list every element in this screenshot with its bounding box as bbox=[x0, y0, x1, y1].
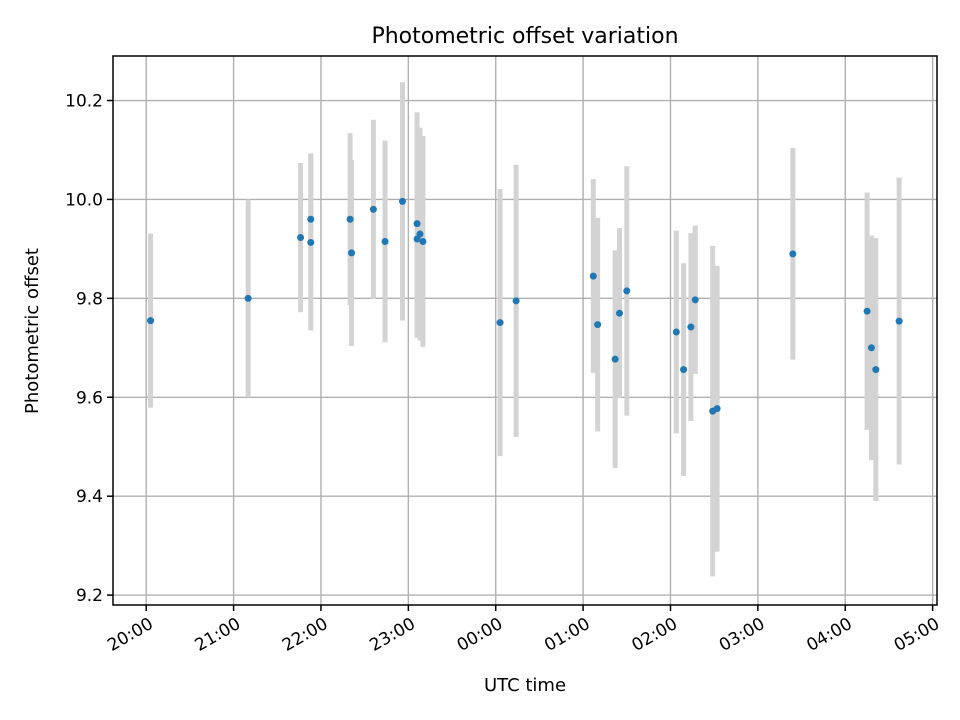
data-point bbox=[594, 321, 602, 329]
data-point bbox=[713, 405, 721, 413]
y-tick-label: 9.8 bbox=[76, 289, 103, 309]
x-tick-label: 23:00 bbox=[366, 614, 418, 656]
x-axis-label: UTC time bbox=[484, 675, 566, 696]
data-point bbox=[872, 366, 880, 374]
data-point bbox=[672, 328, 680, 336]
data-point bbox=[680, 366, 688, 374]
data-point bbox=[297, 234, 305, 242]
data-points bbox=[147, 197, 903, 415]
y-tick-label: 10.0 bbox=[65, 190, 103, 210]
x-tick-label: 03:00 bbox=[716, 614, 768, 656]
y-axis-label: Photometric offset bbox=[22, 248, 43, 414]
data-point bbox=[867, 344, 875, 352]
data-point bbox=[863, 307, 871, 315]
data-point bbox=[687, 323, 695, 331]
data-point bbox=[616, 309, 624, 317]
data-point bbox=[895, 317, 903, 325]
data-point bbox=[381, 237, 389, 245]
x-tick-label: 22:00 bbox=[279, 614, 331, 656]
data-point bbox=[348, 249, 356, 257]
x-tick-label: 02:00 bbox=[629, 614, 681, 656]
chart-title: Photometric offset variation bbox=[371, 24, 678, 49]
x-tick-label: 00:00 bbox=[454, 614, 506, 656]
x-tick-label: 01:00 bbox=[541, 614, 593, 656]
data-point bbox=[419, 237, 427, 245]
x-tick-label: 21:00 bbox=[192, 614, 244, 656]
data-point bbox=[413, 220, 421, 228]
y-tick-label: 10.2 bbox=[65, 92, 103, 112]
data-point bbox=[244, 294, 252, 302]
data-point bbox=[623, 287, 631, 295]
data-point bbox=[789, 250, 797, 258]
y-tick-label: 9.6 bbox=[76, 388, 103, 408]
x-tick-label: 05:00 bbox=[891, 614, 943, 656]
plot-frame bbox=[112, 55, 938, 606]
error-bars bbox=[148, 82, 902, 577]
data-point bbox=[307, 215, 315, 223]
y-tick-label: 9.2 bbox=[76, 586, 103, 606]
data-point bbox=[346, 215, 354, 223]
data-point bbox=[496, 319, 504, 327]
x-tick-label: 20:00 bbox=[104, 614, 156, 656]
data-point bbox=[369, 205, 377, 213]
data-point bbox=[611, 355, 619, 363]
data-point bbox=[147, 317, 155, 325]
data-point bbox=[589, 272, 597, 280]
data-point bbox=[399, 197, 407, 205]
x-tick-label: 04:00 bbox=[803, 614, 855, 656]
grid bbox=[113, 56, 937, 605]
axis-ticks: 20:00 21:00 22:00 23:00 00:00 01:00 02:00 03:00… bbox=[65, 92, 943, 656]
data-point bbox=[691, 296, 699, 304]
data-point bbox=[307, 238, 315, 246]
data-point bbox=[512, 297, 520, 305]
y-tick-label: 9.4 bbox=[76, 487, 103, 507]
data-point bbox=[416, 230, 424, 238]
